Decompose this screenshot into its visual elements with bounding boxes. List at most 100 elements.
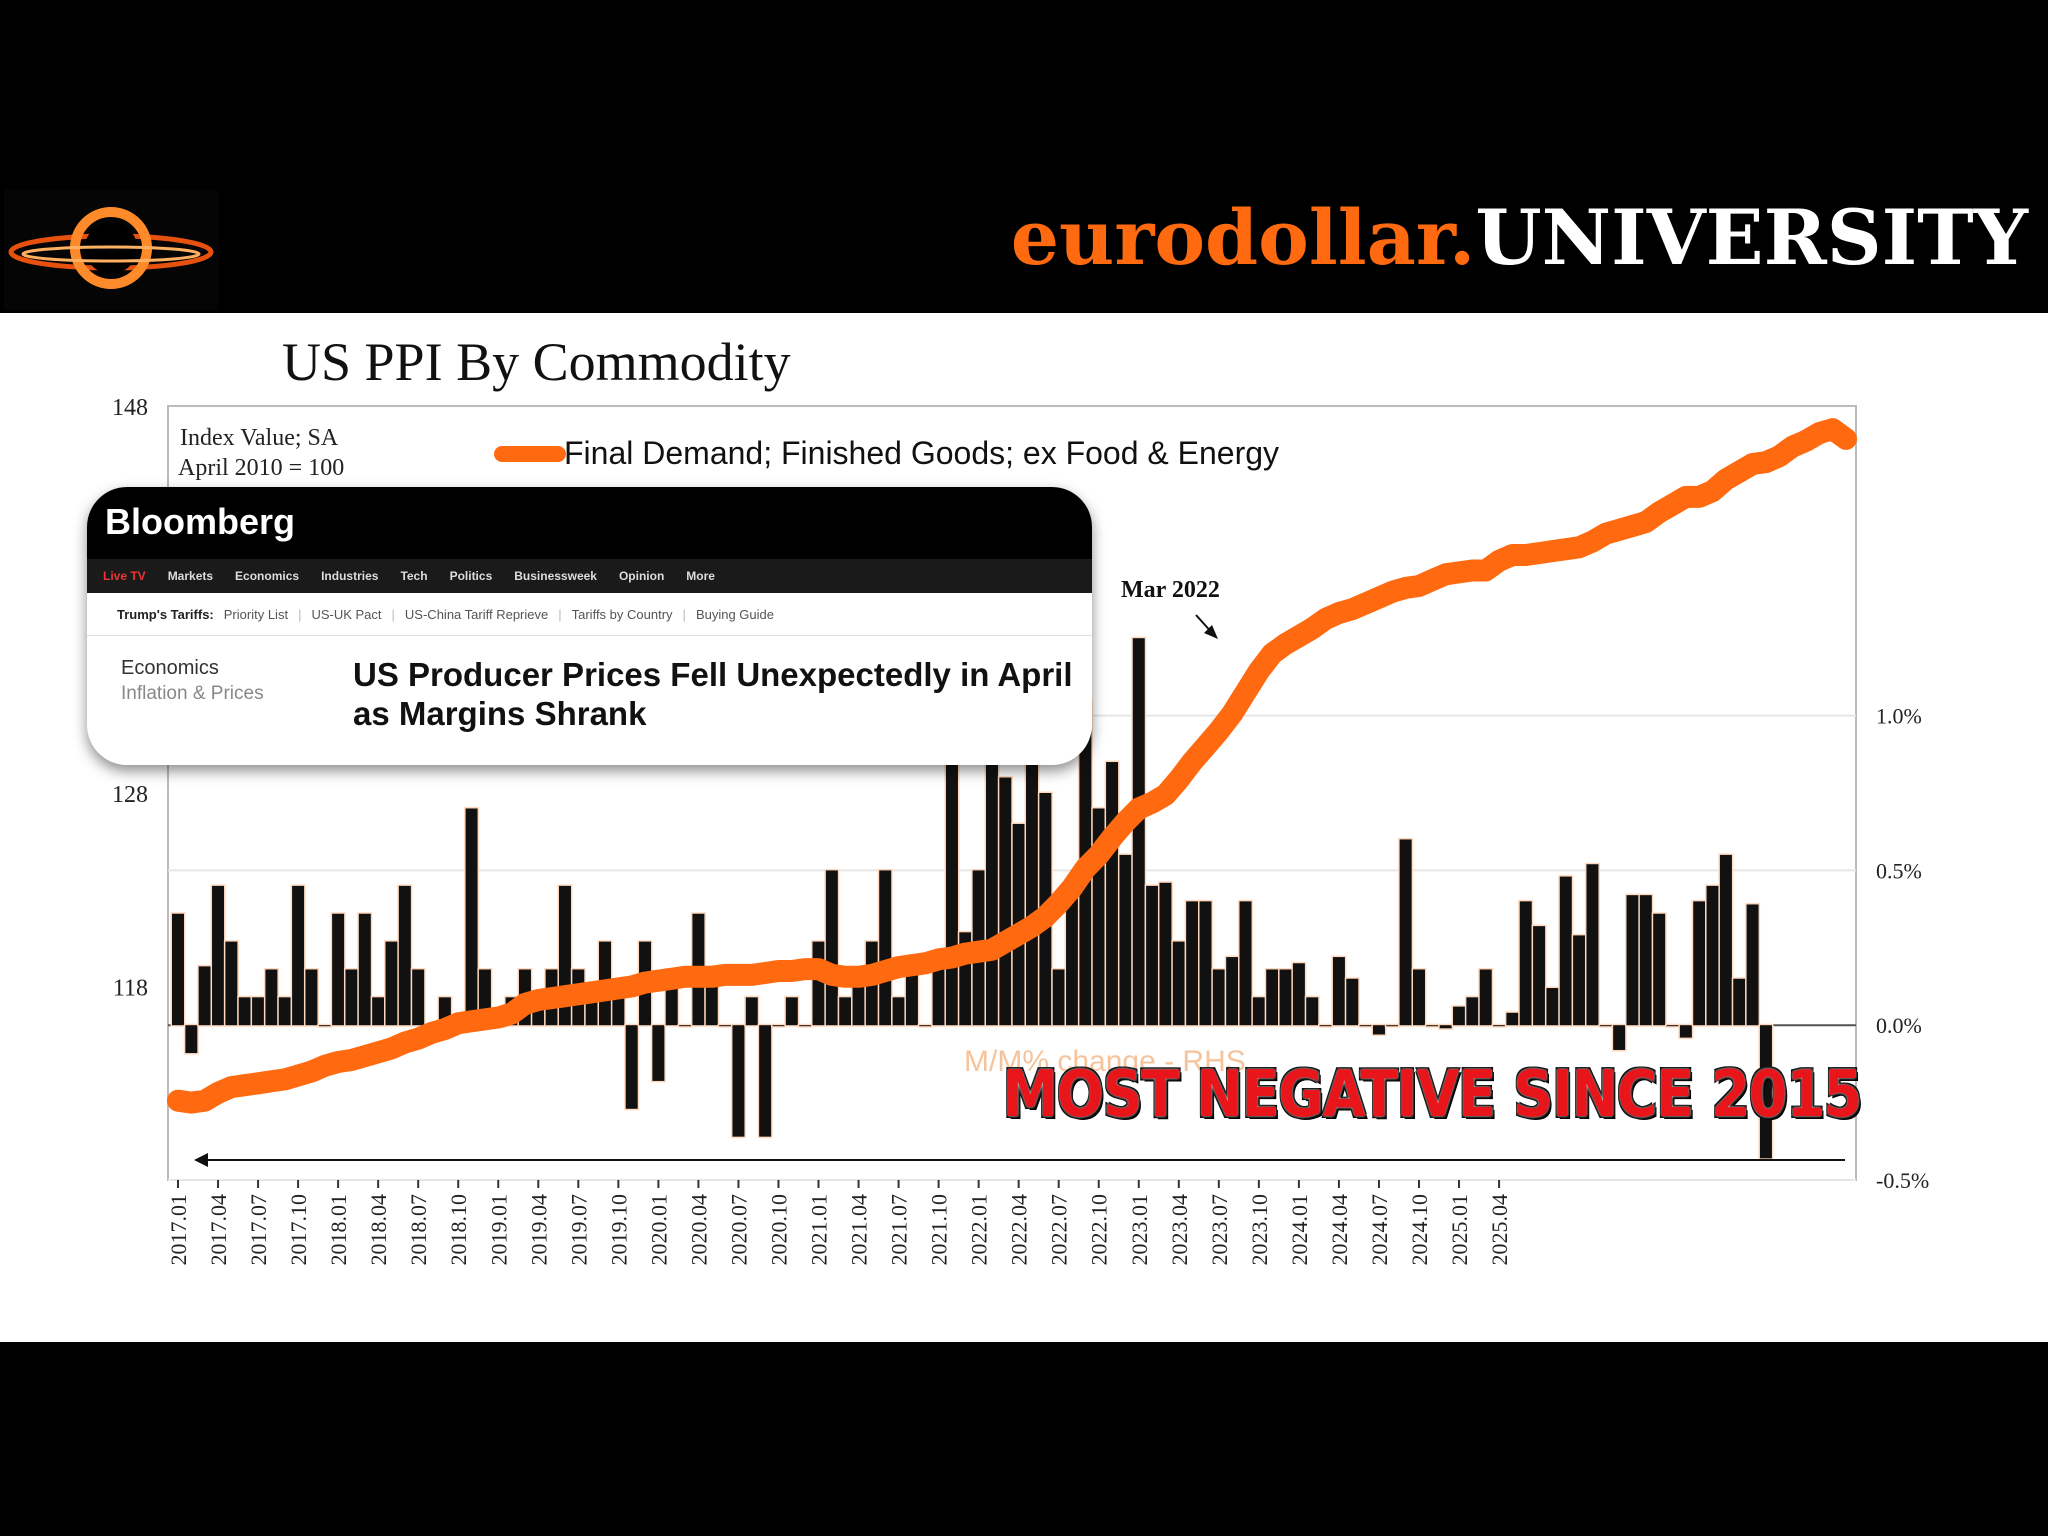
nav-item-economics[interactable]: Economics	[235, 569, 300, 583]
x-tick-label: 2023.04	[1167, 1194, 1192, 1266]
bar	[1464, 995, 1480, 1027]
bar	[1705, 884, 1721, 1027]
since-2015-arrow-head	[194, 1153, 208, 1167]
x-tick-label: 2023.10	[1247, 1194, 1272, 1266]
bar	[1398, 837, 1414, 1027]
most-negative-banner: MOST NEGATIVE SINCE 2015	[1003, 1058, 1862, 1132]
bar	[1344, 977, 1360, 1027]
right-tick-label: 0.0%	[1876, 1013, 1922, 1038]
bar-series-label: M/M% change - RHS	[964, 1045, 1246, 1078]
bar	[784, 995, 800, 1027]
bar	[1358, 1023, 1374, 1028]
bar	[1144, 884, 1160, 1027]
bar	[1024, 729, 1040, 1027]
bar	[1584, 862, 1600, 1027]
bar	[1331, 955, 1347, 1027]
bar	[1157, 881, 1173, 1027]
x-tick-label: 2022.07	[1047, 1194, 1072, 1266]
x-tick-label: 2023.01	[1127, 1194, 1152, 1266]
left-tick-label: 148	[112, 395, 148, 421]
bar	[370, 995, 386, 1027]
x-tick-label: 2025.01	[1447, 1194, 1472, 1266]
x-tick-label: 2018.07	[406, 1194, 431, 1266]
tariffs-bar: Trump's Tariffs: Priority List | US-UK P…	[87, 593, 1092, 636]
bar	[277, 995, 293, 1027]
x-tick-label: 2022.10	[1087, 1194, 1112, 1266]
bar	[1291, 961, 1307, 1027]
bar	[1224, 955, 1240, 1027]
bar	[1718, 853, 1734, 1027]
x-tick-label: 2017.10	[286, 1194, 311, 1266]
bar	[624, 1023, 640, 1111]
nav-item-more[interactable]: More	[686, 569, 715, 583]
bar	[1424, 1023, 1440, 1028]
right-tick-label: -0.5%	[1876, 1168, 1929, 1193]
tariff-link-priority-list[interactable]: Priority List	[223, 606, 289, 622]
bar	[317, 1023, 333, 1028]
nav-item-industries[interactable]: Industries	[321, 569, 379, 583]
bar	[811, 940, 827, 1027]
bar	[1731, 977, 1747, 1027]
bar	[757, 1023, 773, 1139]
bar	[237, 995, 253, 1027]
x-tick-label: 2024.01	[1287, 1194, 1312, 1266]
nav-item-businessweek[interactable]: Businessweek	[514, 569, 597, 583]
bar	[1211, 967, 1227, 1027]
x-tick-label: 2017.07	[246, 1194, 271, 1266]
bar	[1411, 967, 1427, 1027]
bar	[1451, 1005, 1467, 1027]
bloomberg-nav: Live TV Markets Economics Industries Tec…	[87, 559, 1092, 593]
chart: 118 128 148 1.0% 0.5% 0.0% -0.5% Index Value; S…	[112, 395, 1929, 1266]
bar	[330, 912, 346, 1027]
x-tick-label: 2024.07	[1367, 1194, 1392, 1266]
bar	[357, 912, 373, 1027]
bar	[170, 912, 186, 1027]
brand-part-eurodollar: eurodollar.	[1010, 193, 1476, 282]
bar	[917, 1023, 933, 1028]
left-axis-label: Index Value; SA	[180, 425, 339, 451]
right-tick-label: 1.0%	[1876, 704, 1922, 729]
left-tick-label: 118	[113, 976, 148, 1002]
nav-item-tech[interactable]: Tech	[400, 569, 428, 583]
bar	[1278, 967, 1294, 1027]
x-tick-label: 2021.04	[847, 1194, 872, 1266]
tariff-link-by-country[interactable]: Tariffs by Country	[571, 606, 673, 622]
nav-item-opinion[interactable]: Opinion	[618, 569, 665, 583]
bar	[1745, 902, 1761, 1027]
x-tick-label: 2020.10	[766, 1194, 791, 1266]
bar	[410, 967, 426, 1027]
tariffs-label: Trump's Tariffs:	[117, 606, 214, 622]
tariff-separator: |	[391, 606, 395, 622]
tariff-link-us-china[interactable]: US-China Tariff Reprieve	[404, 606, 549, 622]
tariff-link-buying-guide[interactable]: Buying Guide	[695, 606, 774, 622]
bar	[183, 1023, 199, 1055]
nav-item-live-tv[interactable]: Live TV	[103, 569, 146, 583]
bar	[1438, 1023, 1454, 1030]
bar	[1478, 967, 1494, 1027]
bar	[730, 1023, 746, 1139]
bar	[1624, 893, 1640, 1027]
brand-part-university: UNIVERSITY	[1475, 193, 2028, 282]
article-headline[interactable]: US Producer Prices Fell Unexpectedly in …	[353, 656, 1073, 732]
tariff-link-us-uk-pact[interactable]: US-UK Pact	[311, 606, 382, 622]
nav-item-politics[interactable]: Politics	[449, 569, 493, 583]
bar	[210, 884, 226, 1027]
x-tick-label: 2022.01	[967, 1194, 992, 1266]
bar	[1197, 899, 1213, 1027]
bar	[1384, 1023, 1400, 1028]
bar	[944, 745, 960, 1027]
bar	[263, 967, 279, 1027]
bar	[343, 967, 359, 1027]
tariff-separator: |	[558, 606, 562, 622]
bar	[1371, 1023, 1387, 1036]
bar	[1651, 912, 1667, 1027]
article-section[interactable]: Economics	[121, 657, 219, 679]
bar	[1131, 636, 1147, 1027]
bar	[384, 940, 400, 1027]
nav-item-markets[interactable]: Markets	[167, 569, 214, 583]
bar	[824, 868, 840, 1027]
bar	[1491, 1023, 1507, 1028]
article-subsection[interactable]: Inflation & Prices	[121, 683, 264, 704]
bar	[1104, 760, 1120, 1027]
x-tick-label: 2024.04	[1327, 1194, 1352, 1266]
